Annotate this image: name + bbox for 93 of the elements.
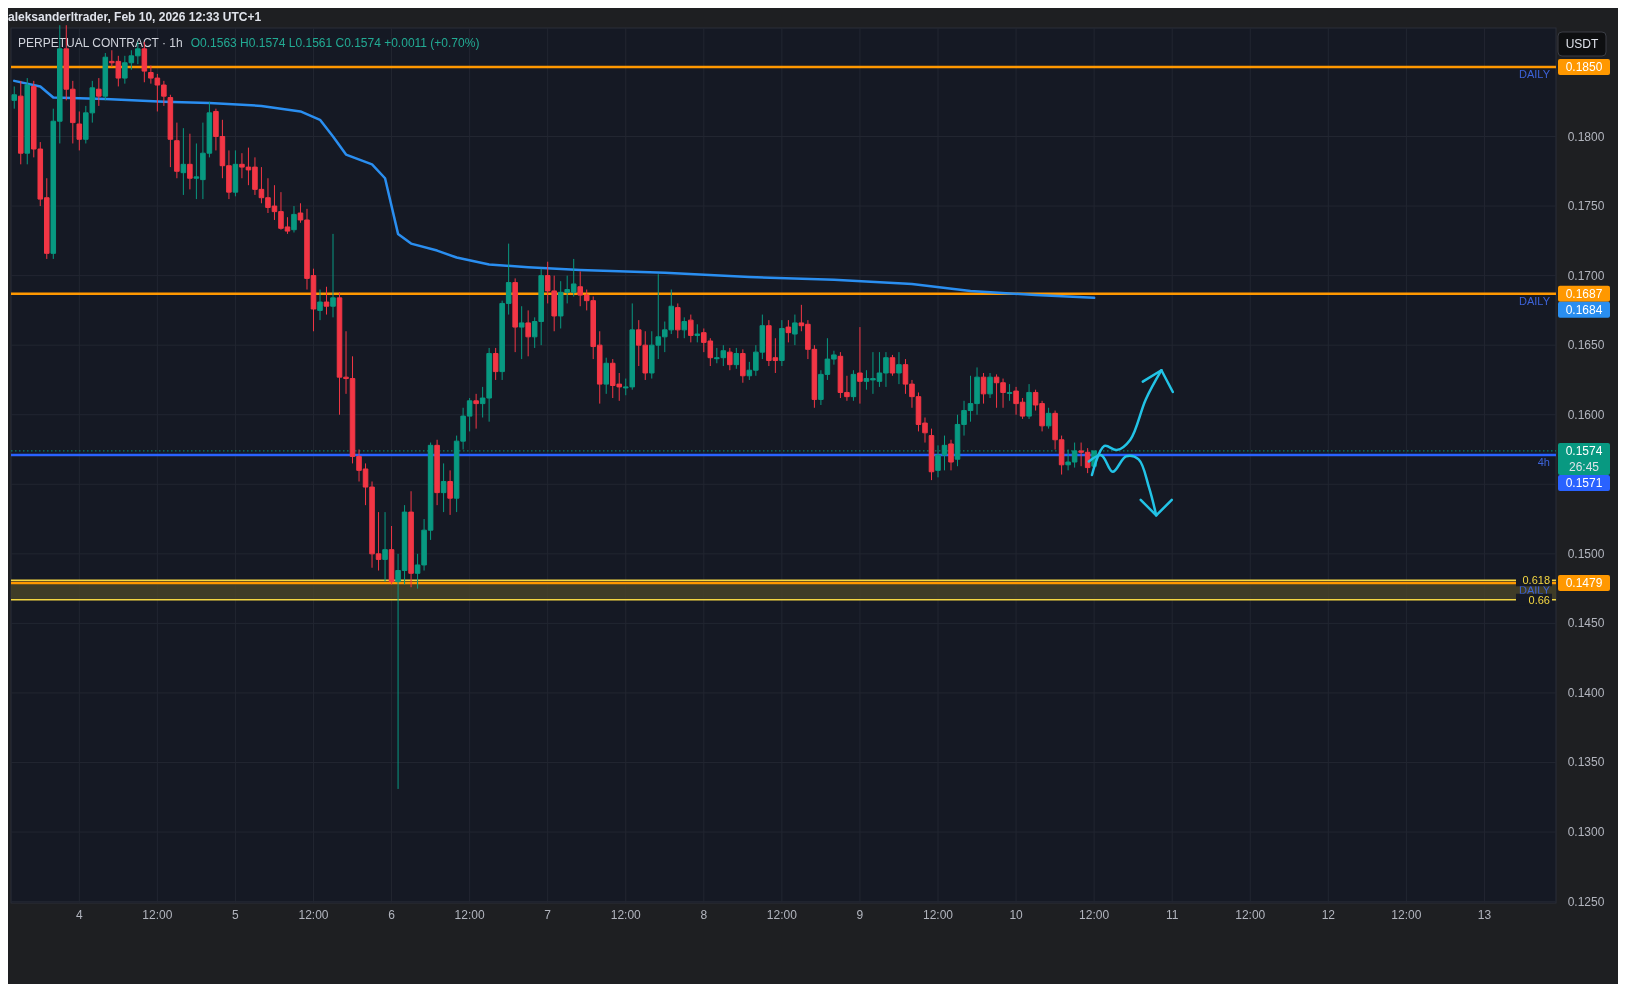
- line-series: [13, 79, 1096, 300]
- candlestick: [167, 94, 174, 168]
- candlestick: [440, 462, 447, 513]
- candlestick: [688, 314, 694, 343]
- x-tick-label: 12:00: [922, 908, 954, 922]
- x-tick-label: 12:00: [766, 908, 798, 922]
- x-tick-label: 8: [700, 908, 708, 922]
- candlestick: [447, 469, 453, 516]
- candlestick: [434, 439, 440, 506]
- candlestick: [694, 323, 701, 343]
- x-tick-label: 12:00: [298, 908, 329, 922]
- candlestick: [518, 305, 525, 360]
- candlestick: [388, 525, 395, 585]
- candlestick: [792, 314, 798, 346]
- x-tick-label: 6: [388, 908, 396, 922]
- text: 0.1479: [1565, 576, 1603, 591]
- x-tick-label: 11: [1165, 908, 1179, 922]
- candlestick: [291, 205, 297, 233]
- candlestick: [980, 372, 987, 405]
- candlestick: [889, 354, 896, 377]
- candlestick: [525, 309, 531, 357]
- x-tick-label: 12:00: [1391, 908, 1422, 922]
- x-tick-label: 12:00: [142, 908, 173, 922]
- candlestick: [187, 133, 193, 190]
- x-tick-label: 12:00: [1235, 908, 1266, 922]
- candlestick: [174, 122, 180, 179]
- candlestick: [492, 347, 499, 381]
- candlestick: [675, 302, 681, 339]
- candlestick: [330, 233, 336, 318]
- candlestick: [76, 110, 83, 151]
- candlestick: [785, 319, 792, 343]
- y-tick-label: 0.1600: [1567, 407, 1605, 422]
- candlestick: [733, 347, 740, 370]
- candlestick: [857, 326, 863, 405]
- y-axis-title: USDT: [1565, 37, 1599, 51]
- candlestick: [17, 80, 24, 165]
- y-tick-label: 0.1300: [1567, 825, 1605, 840]
- y-tick-label: 0.1400: [1567, 685, 1605, 700]
- candlestick: [896, 351, 902, 385]
- candlestick: [779, 319, 785, 367]
- candlestick: [408, 490, 414, 588]
- candlestick: [948, 439, 954, 471]
- text: O0.1563 H0.1574 L0.1561 C0.1574 +0.0011 (+0.70%): [190, 36, 480, 50]
- candlestick: [928, 428, 935, 481]
- candlestick: [727, 347, 733, 371]
- text: 0.1687: [1565, 286, 1603, 301]
- x-tick-label: 13: [1477, 908, 1492, 922]
- x-tick-label: 5: [232, 908, 240, 922]
- text: 0.1574: [1565, 443, 1603, 458]
- text: 0.1684: [1565, 302, 1603, 317]
- candlestick: [96, 77, 102, 107]
- candlestick: [317, 289, 323, 321]
- x-tick-label: 12:00: [454, 908, 485, 922]
- candlestick: [323, 286, 330, 316]
- candlestick: [180, 127, 187, 196]
- candlestick: [1045, 407, 1052, 430]
- x-tick-label: 7: [544, 908, 552, 922]
- y-tick-label: 0.1700: [1567, 268, 1605, 283]
- candlestick: [11, 85, 18, 110]
- x-tick-label: 12:00: [610, 908, 642, 922]
- annotation: 0.618: [1522, 574, 1550, 587]
- x-tick-label: 12: [1321, 908, 1336, 922]
- y-tick-label: 0.1800: [1567, 129, 1605, 144]
- candlestick: [1006, 383, 1013, 402]
- candlestick: [512, 277, 518, 353]
- y-tick-label: 0.1650: [1567, 338, 1605, 353]
- candlestick: [473, 393, 479, 430]
- y-tick-label: 0.1350: [1567, 755, 1605, 770]
- candlestick: [681, 316, 688, 339]
- candlestick: [850, 369, 857, 402]
- x-tick-label: 10: [1009, 908, 1024, 922]
- y-tick-label: 0.1750: [1567, 199, 1605, 214]
- y-tick-label: 0.1500: [1567, 546, 1605, 561]
- y-tick-label: 0.1450: [1567, 616, 1605, 631]
- candlestick: [382, 511, 388, 583]
- candlestick: [987, 372, 993, 399]
- x-tick-label: 4: [75, 908, 83, 922]
- text: aleksanderltrader, Feb 10, 2026 12:33 UTC+1: [8, 10, 262, 24]
- candlestick: [740, 348, 746, 384]
- ref-line-label: DAILY: [1519, 67, 1551, 80]
- candlestick: [1026, 383, 1032, 420]
- candlestick: [24, 77, 31, 165]
- text: 26:45: [1568, 459, 1600, 474]
- y-tick-label: 0.1250: [1567, 894, 1605, 909]
- text: 0.1571: [1565, 475, 1603, 490]
- ref-line-label: DAILY: [1519, 294, 1551, 307]
- x-tick-label: 9: [856, 908, 864, 922]
- candlestick: [232, 149, 239, 197]
- text: 0.1850: [1565, 59, 1603, 74]
- ref-line-label: 4h: [1537, 456, 1550, 469]
- candlestick: [102, 52, 109, 101]
- candlestick: [603, 357, 610, 395]
- x-tick-label: 12:00: [1079, 908, 1110, 922]
